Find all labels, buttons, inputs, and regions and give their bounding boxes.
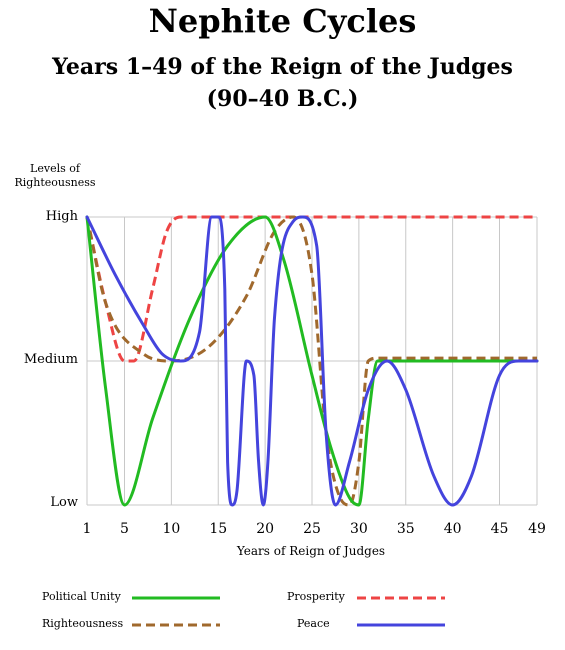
legend-label-peace: Peace — [297, 617, 330, 630]
y-tick-label-medium: Medium — [23, 352, 78, 367]
x-tick-label: 15 — [209, 521, 227, 537]
legend-label-righteousness: Righteousness — [42, 617, 124, 630]
legend-label-prosperity: Prosperity — [287, 590, 345, 603]
x-tick-label: 25 — [303, 521, 321, 537]
x-tick-label: 40 — [444, 521, 462, 537]
y-axis-label: Levels of Righteousness — [14, 162, 96, 189]
chart-subtitle: Years 1–49 of the Reign of the Judges — [52, 54, 513, 80]
x-tick-label: 10 — [162, 521, 180, 537]
x-tick-label: 20 — [256, 521, 274, 537]
x-axis-label: Years of Reign of Judges — [236, 544, 386, 558]
x-tick-label: 30 — [350, 521, 368, 537]
series-line-peace — [85, 215, 539, 507]
series-line-righteousness — [85, 215, 537, 507]
x-tick-label: 49 — [528, 521, 546, 537]
y-tick-label-low: Low — [50, 495, 78, 510]
x-tick-label: 35 — [397, 521, 415, 537]
legend-label-political-unity: Political Unity — [42, 590, 121, 603]
chart-title: Nephite Cycles — [148, 2, 417, 40]
x-tick-label: 1 — [83, 521, 92, 537]
x-tick-label: 5 — [120, 521, 129, 537]
x-tick-label: 45 — [491, 521, 509, 537]
y-tick-label-high: High — [45, 209, 78, 224]
series-line-political-unity — [85, 215, 539, 507]
chart-subtitle-dates: (90–40 B.C.) — [206, 86, 359, 112]
